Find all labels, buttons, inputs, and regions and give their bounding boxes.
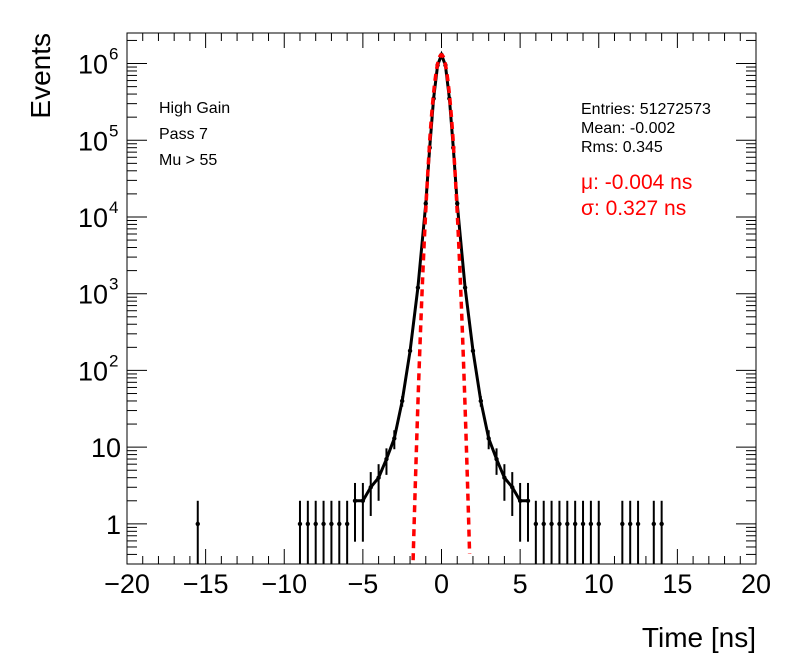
cut-labels: High Gain Pass 7 Mu > 55	[159, 100, 230, 169]
data-line	[355, 50, 528, 503]
data-marker	[329, 521, 334, 527]
fit-results: μ: -0.004 ns σ: 0.327 ns	[581, 171, 692, 220]
x-tick-labels: −20 −15 −10 −5 0 5 10 15 20	[104, 569, 771, 599]
y-tick-label: 10	[91, 433, 121, 463]
fit-sigma: σ: 0.327 ns	[581, 197, 686, 220]
y-tick-exponent: 6	[109, 45, 118, 64]
x-tick-label: −5	[347, 569, 378, 599]
data-point	[376, 464, 381, 501]
data-marker	[588, 521, 594, 527]
stats-box: Entries: 51272573 Mean: -0.002 Rms: 0.34…	[581, 101, 711, 156]
data-point	[659, 500, 664, 564]
data-marker	[297, 521, 303, 527]
data-marker	[651, 521, 656, 527]
data-point	[572, 500, 578, 564]
stat-rms: Rms: 0.345	[581, 139, 663, 156]
y-tick-label: 10	[78, 280, 108, 310]
data-marker	[620, 521, 625, 527]
data-point	[502, 464, 507, 501]
data-point	[297, 500, 303, 564]
data-point	[517, 482, 523, 542]
data-point	[344, 500, 350, 564]
data-marker	[195, 521, 200, 527]
data-point	[557, 500, 562, 564]
data-point	[321, 500, 326, 564]
data-marker	[337, 521, 342, 527]
data-series	[195, 50, 664, 564]
data-point	[360, 482, 366, 542]
data-point	[368, 472, 373, 516]
data-point	[635, 500, 641, 564]
data-point	[510, 472, 515, 516]
data-marker	[549, 521, 554, 527]
axis-ticks	[126, 33, 757, 565]
data-marker	[305, 521, 311, 527]
x-tick-label: 0	[434, 569, 449, 599]
fit-curve	[411, 53, 472, 561]
data-point	[596, 500, 601, 564]
label-pass: Pass 7	[159, 126, 208, 143]
data-marker	[313, 521, 318, 527]
y-tick-exponent: 3	[109, 275, 118, 294]
label-gain: High Gain	[159, 100, 230, 117]
data-point	[620, 500, 625, 564]
y-tick-label: 10	[78, 50, 108, 80]
x-tick-label: 20	[741, 569, 771, 599]
y-axis-title: Events	[25, 33, 56, 119]
y-tick-exponent: 2	[109, 351, 118, 370]
fit-mu: μ: -0.004 ns	[581, 171, 692, 194]
y-tick-label: 1	[106, 510, 121, 540]
data-point	[352, 482, 358, 542]
data-point	[195, 500, 200, 564]
x-tick-label: 15	[662, 569, 692, 599]
x-tick-label: −10	[261, 569, 307, 599]
fit-line	[411, 53, 472, 561]
x-tick-label: −20	[104, 569, 150, 599]
label-mu: Mu > 55	[159, 152, 217, 169]
x-axis-title: Time [ns]	[642, 622, 756, 653]
data-point	[313, 500, 318, 564]
stat-mean: Mean: -0.002	[581, 120, 675, 137]
data-point	[588, 500, 594, 564]
data-point	[541, 500, 546, 564]
data-marker	[635, 521, 641, 527]
data-point	[337, 500, 342, 564]
data-point	[565, 500, 570, 564]
y-tick-label: 10	[78, 126, 108, 156]
data-point	[525, 482, 531, 542]
data-point	[549, 500, 554, 564]
data-marker	[533, 521, 539, 527]
data-marker	[572, 521, 578, 527]
data-marker	[596, 521, 601, 527]
data-marker	[628, 521, 633, 527]
data-marker	[344, 521, 350, 527]
data-marker	[557, 521, 562, 527]
x-tick-label: 5	[513, 569, 528, 599]
x-tick-label: 10	[584, 569, 614, 599]
data-point	[305, 500, 311, 564]
data-point	[329, 500, 334, 564]
data-point	[651, 500, 656, 564]
y-tick-label: 10	[78, 203, 108, 233]
data-marker	[565, 521, 570, 527]
data-point	[533, 500, 539, 564]
x-tick-label: −15	[183, 569, 229, 599]
data-point	[580, 500, 586, 564]
data-marker	[321, 521, 326, 527]
data-marker	[580, 521, 586, 527]
y-tick-exponent: 5	[109, 121, 118, 140]
y-tick-label: 10	[78, 356, 108, 386]
data-marker	[541, 521, 546, 527]
data-point	[628, 500, 633, 564]
data-marker	[659, 521, 664, 527]
stat-entries: Entries: 51272573	[581, 101, 711, 118]
y-tick-exponent: 4	[109, 198, 118, 217]
